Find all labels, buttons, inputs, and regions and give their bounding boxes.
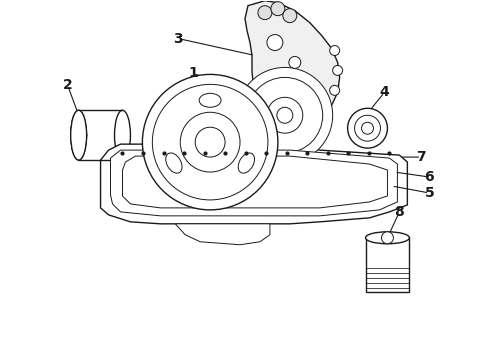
Text: 7: 7 bbox=[416, 150, 426, 164]
Circle shape bbox=[382, 232, 393, 244]
Text: 8: 8 bbox=[394, 205, 404, 219]
Ellipse shape bbox=[199, 93, 221, 107]
Ellipse shape bbox=[366, 232, 409, 244]
Polygon shape bbox=[245, 1, 340, 132]
Circle shape bbox=[195, 127, 225, 157]
Text: 4: 4 bbox=[380, 85, 390, 99]
Circle shape bbox=[152, 84, 268, 200]
Ellipse shape bbox=[71, 110, 87, 160]
Circle shape bbox=[271, 2, 285, 15]
Circle shape bbox=[143, 75, 278, 210]
Ellipse shape bbox=[166, 153, 182, 173]
Polygon shape bbox=[122, 156, 388, 208]
Text: 5: 5 bbox=[424, 186, 434, 200]
Text: 6: 6 bbox=[424, 170, 434, 184]
Ellipse shape bbox=[238, 153, 254, 173]
Circle shape bbox=[355, 115, 380, 141]
Circle shape bbox=[267, 35, 283, 50]
Circle shape bbox=[247, 77, 323, 153]
Bar bbox=[366, 237, 409, 292]
Circle shape bbox=[277, 107, 293, 123]
Circle shape bbox=[180, 112, 240, 172]
Circle shape bbox=[333, 66, 343, 75]
Text: 3: 3 bbox=[173, 32, 183, 46]
Text: 2: 2 bbox=[63, 78, 73, 93]
Circle shape bbox=[347, 108, 388, 148]
Polygon shape bbox=[175, 224, 270, 245]
Circle shape bbox=[330, 85, 340, 95]
Circle shape bbox=[289, 57, 301, 68]
Circle shape bbox=[283, 9, 297, 23]
Polygon shape bbox=[100, 144, 407, 224]
Circle shape bbox=[265, 77, 275, 87]
Circle shape bbox=[330, 45, 340, 55]
Ellipse shape bbox=[115, 110, 130, 160]
Circle shape bbox=[362, 122, 373, 134]
Ellipse shape bbox=[71, 110, 87, 160]
Circle shape bbox=[237, 67, 333, 163]
Text: 1: 1 bbox=[188, 66, 198, 80]
Circle shape bbox=[258, 6, 272, 20]
Polygon shape bbox=[111, 150, 397, 216]
Circle shape bbox=[267, 97, 303, 133]
